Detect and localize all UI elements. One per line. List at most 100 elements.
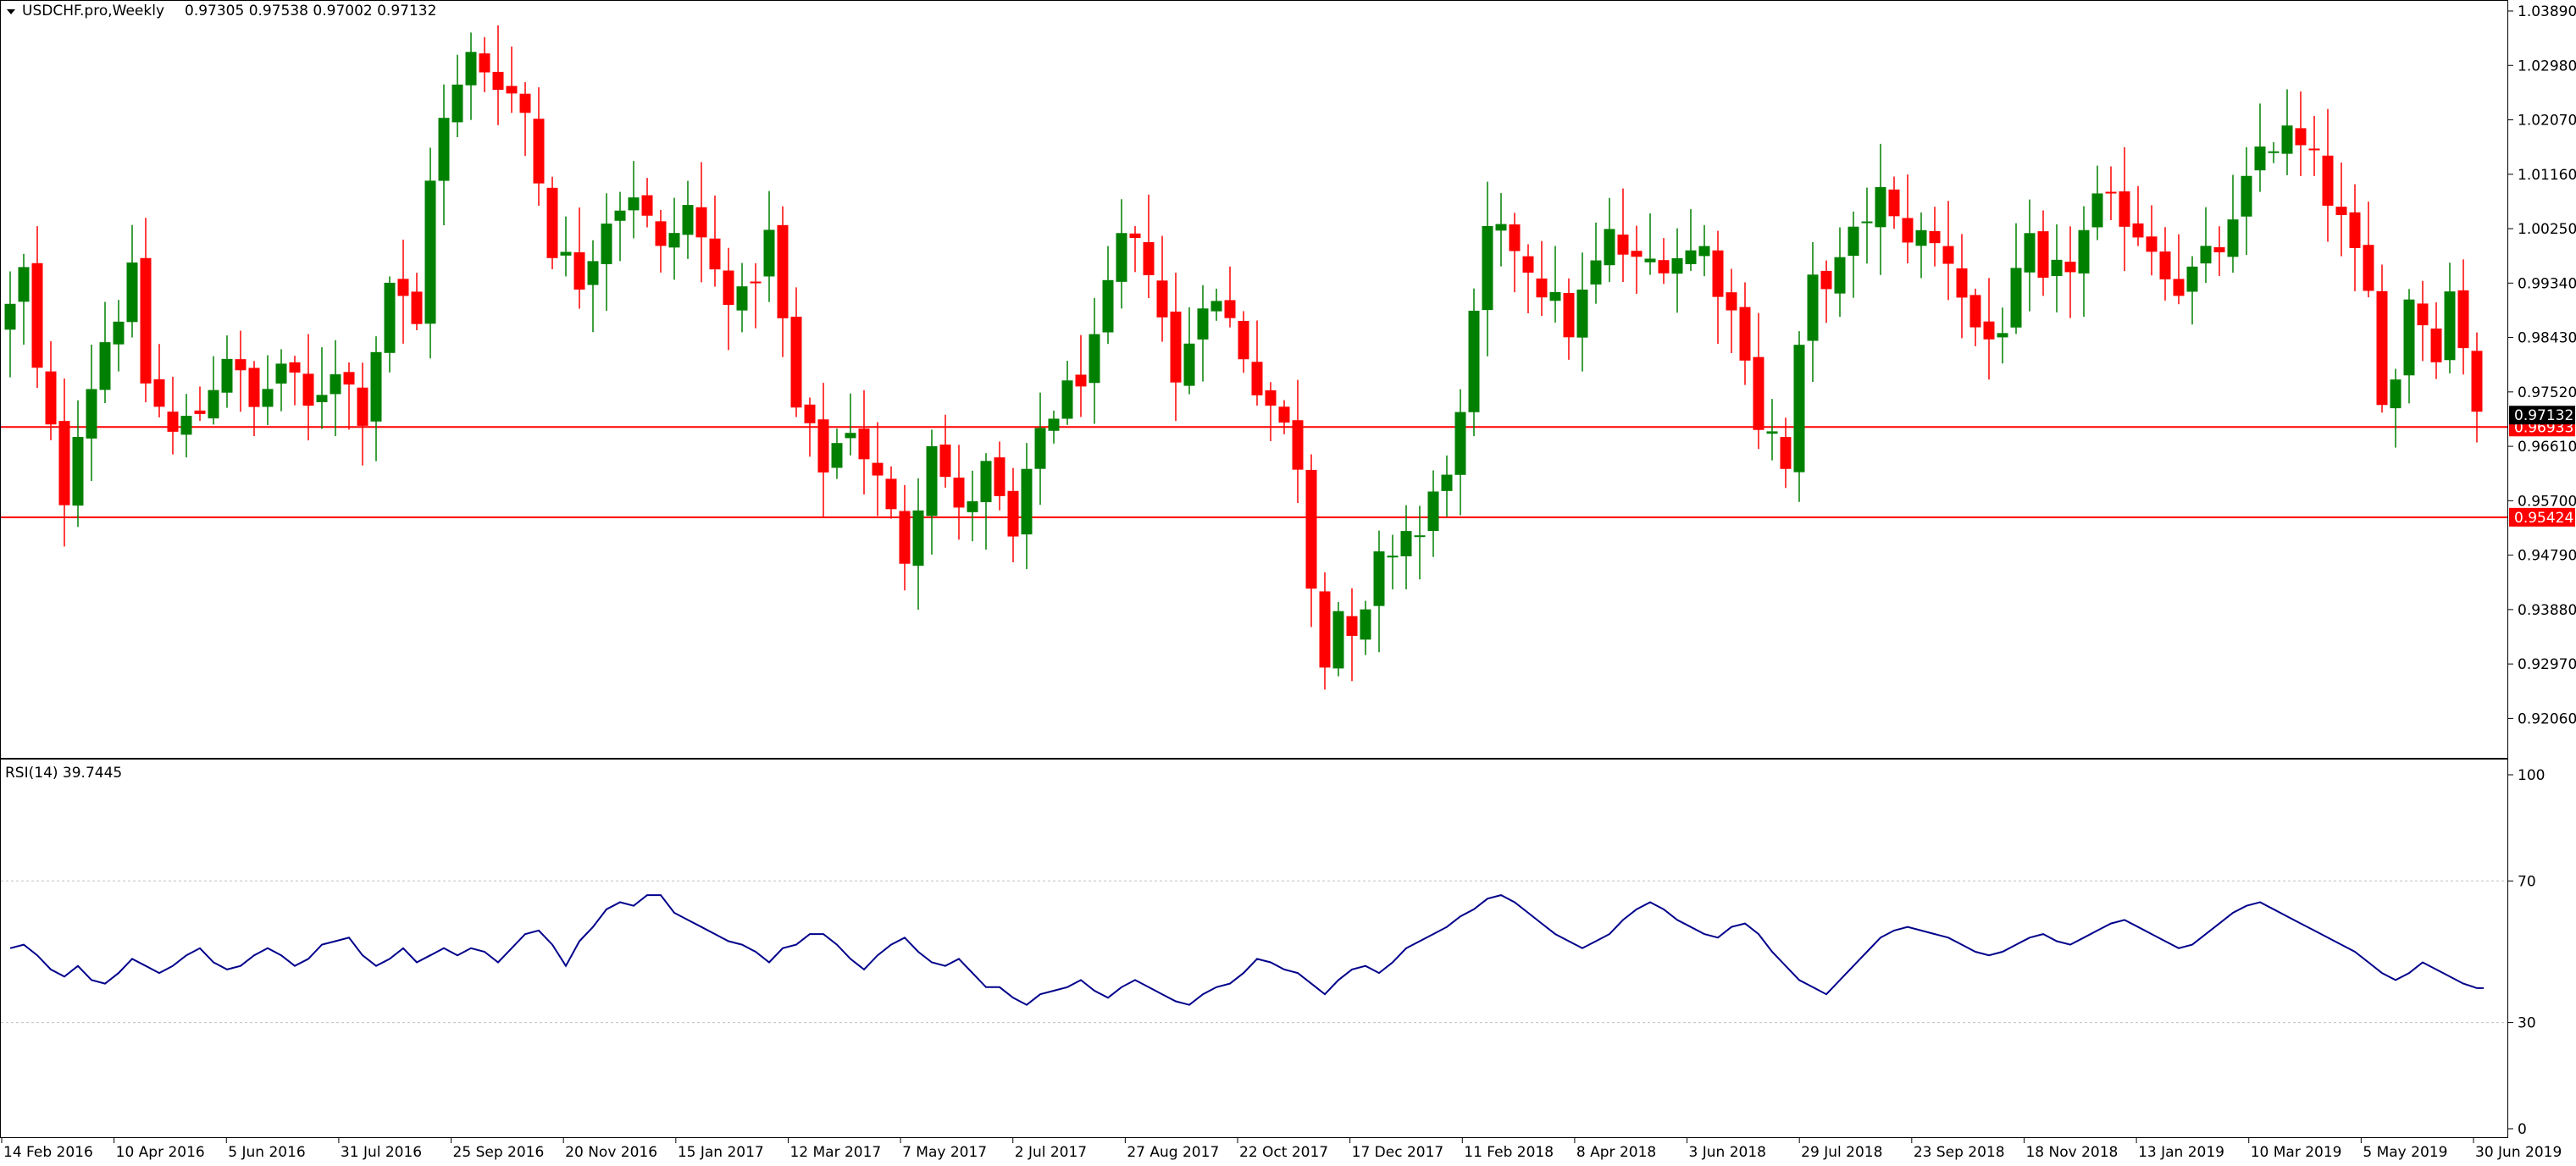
candle-body: [2064, 262, 2076, 273]
candle-body: [926, 445, 938, 517]
candle-body: [208, 390, 219, 419]
candle: [953, 445, 965, 540]
candle-body: [1671, 257, 1683, 274]
candle: [2322, 108, 2334, 242]
candle-body: [1522, 256, 1534, 273]
candle-body: [140, 257, 152, 384]
candle: [1834, 227, 1846, 318]
candle: [1075, 334, 1087, 417]
x-tick-label: 18 Nov 2018: [2025, 1144, 2118, 1161]
price-y-axis: 1.03890 1.02980 1.02070 1.01160 1.00250 0.993…: [2507, 3, 2576, 727]
candle: [533, 87, 545, 206]
candle: [275, 349, 287, 412]
candle: [2308, 115, 2320, 176]
candle-body: [1576, 290, 1588, 338]
candle: [2173, 234, 2185, 305]
candle-body: [1021, 468, 1033, 535]
candle: [1427, 470, 1439, 557]
candle: [1617, 188, 1629, 283]
candle-body: [194, 410, 206, 414]
candle-body: [451, 84, 463, 123]
candle-body: [2213, 246, 2225, 252]
candle: [2295, 91, 2307, 176]
candle-body: [2363, 245, 2374, 291]
candle-body: [587, 261, 599, 285]
candle: [1766, 399, 1778, 461]
candle-body: [1197, 308, 1209, 340]
candle: [709, 195, 721, 287]
candle-body: [2241, 175, 2252, 217]
candle-body: [885, 478, 897, 510]
candle-body: [519, 93, 531, 113]
candle: [397, 239, 409, 344]
chevron-down-icon[interactable]: [7, 9, 15, 14]
candle-body: [438, 118, 450, 181]
candle: [451, 54, 463, 137]
candle-body: [2335, 207, 2347, 215]
candle: [1658, 238, 1670, 285]
candle-body: [1278, 406, 1290, 423]
candle-body: [1332, 611, 1344, 669]
candle-body: [1183, 343, 1195, 386]
candle-body: [2444, 291, 2456, 361]
candle-body: [1414, 535, 1426, 538]
candle-body: [180, 416, 192, 435]
rsi-tick-label: 30: [2518, 1015, 2536, 1032]
candle-body: [2295, 128, 2307, 146]
price-tick-label: 0.92060: [2518, 710, 2576, 727]
candle: [668, 197, 680, 280]
candle: [1685, 209, 1697, 271]
candle: [980, 453, 992, 550]
rsi-line: [9, 894, 2484, 1006]
candle: [31, 226, 43, 389]
x-tick-label: 7 May 2017: [902, 1144, 987, 1161]
candle-body: [831, 443, 843, 468]
candle-body: [668, 233, 680, 248]
candle-body: [2281, 125, 2293, 154]
candle: [2444, 262, 2456, 373]
candle: [1454, 389, 1466, 516]
candle-body: [262, 389, 274, 407]
symbol-label: USDCHF.pro,Weekly: [22, 3, 164, 19]
candle-body: [939, 445, 951, 478]
candle-body: [1305, 469, 1317, 589]
candle: [2241, 146, 2252, 255]
candle-body: [1251, 362, 1263, 395]
candle: [912, 478, 924, 611]
price-tick-label: 1.01160: [2518, 167, 2576, 184]
candle-body: [126, 262, 138, 323]
candle: [1956, 234, 1968, 339]
candle-body: [628, 197, 640, 211]
candle-body: [872, 462, 884, 476]
candle: [1156, 235, 1168, 342]
candle-body: [1712, 250, 1724, 297]
candle-body: [1888, 189, 1900, 217]
candle-body: [601, 224, 612, 264]
candle-body: [1156, 280, 1168, 318]
candle-body: [1265, 390, 1277, 406]
candle-body: [1441, 474, 1453, 491]
candle-body: [2200, 246, 2212, 264]
candle: [1712, 230, 1724, 344]
candle-body: [370, 351, 382, 422]
x-tick-label: 20 Nov 2016: [565, 1144, 657, 1161]
candle: [1753, 312, 1764, 450]
candle: [1807, 241, 1819, 383]
candle: [492, 25, 504, 125]
candlestick-series: [4, 25, 2483, 690]
candle: [1034, 392, 1046, 506]
candle: [194, 386, 206, 422]
x-tick-label: 13 Jan 2019: [2138, 1144, 2224, 1161]
candle-body: [2132, 223, 2144, 238]
candle: [2200, 207, 2212, 284]
candle: [1549, 246, 1561, 323]
candle-body: [2173, 279, 2185, 296]
candle: [601, 193, 612, 312]
candle: [1522, 244, 1534, 314]
x-tick-label: 23 Sep 2018: [1914, 1144, 2005, 1161]
price-tick-label: 0.97520: [2518, 384, 2576, 401]
candle: [628, 161, 640, 239]
candle-body: [289, 362, 301, 373]
candle: [2024, 199, 2036, 312]
